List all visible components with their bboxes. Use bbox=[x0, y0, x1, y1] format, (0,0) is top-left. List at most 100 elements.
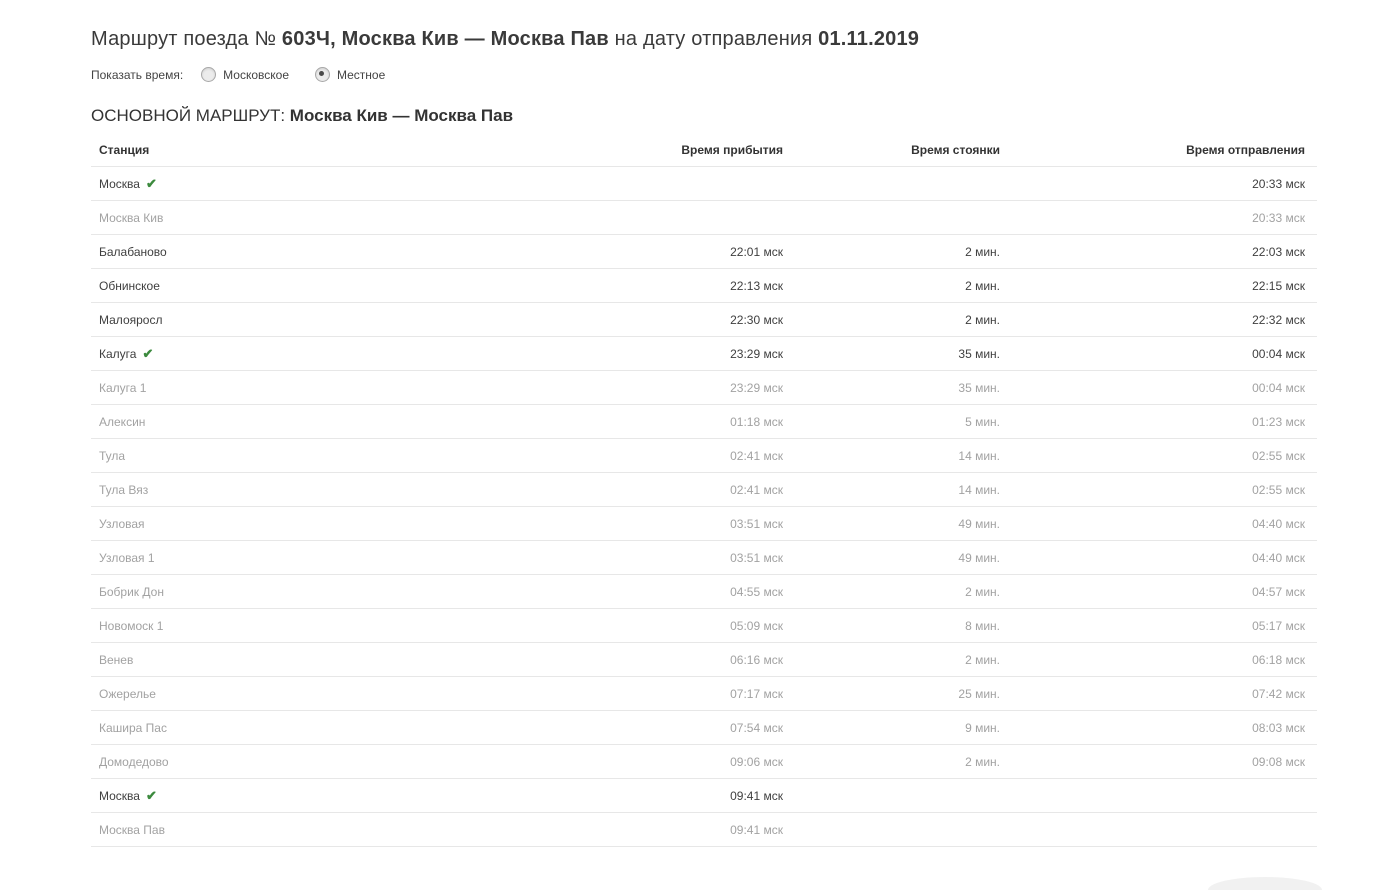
stop-duration: 5 мин. bbox=[783, 404, 1000, 439]
departure-time: 04:57 мск bbox=[1000, 574, 1317, 609]
table-row: Калуга 1 23:29 мск 35 мин. 00:04 мск bbox=[91, 370, 1317, 405]
stop-duration bbox=[783, 166, 1000, 201]
arrival-time: 03:51 мск bbox=[545, 540, 783, 575]
table-row: Тула Вяз 02:41 мск 14 мин. 02:55 мск bbox=[91, 472, 1317, 507]
departure-time: 09:08 мск bbox=[1000, 744, 1317, 779]
stop-duration: 2 мин. bbox=[783, 268, 1000, 303]
table-row: Алексин 01:18 мск 5 мин. 01:23 мск bbox=[91, 404, 1317, 439]
arrival-time: 23:29 мск bbox=[545, 370, 783, 405]
station-name: Кашира Пас bbox=[99, 720, 167, 735]
departure-time bbox=[1000, 778, 1317, 813]
arrival-time bbox=[545, 200, 783, 235]
table-row: Узловая 1 03:51 мск 49 мин. 04:40 мск bbox=[91, 540, 1317, 575]
stop-duration bbox=[783, 778, 1000, 813]
station-name: Домодедово bbox=[99, 754, 169, 769]
station-name: Москва Кив bbox=[99, 210, 164, 225]
section-heading-prefix: ОСНОВНОЙ МАРШРУТ: bbox=[91, 106, 290, 125]
table-row: Калуга ✔ 23:29 мск 35 мин. 00:04 мск bbox=[91, 336, 1317, 371]
stop-duration: 2 мин. bbox=[783, 574, 1000, 609]
arrival-time: 09:41 мск bbox=[545, 778, 783, 813]
arrival-time: 09:41 мск bbox=[545, 812, 783, 847]
arrival-time: 02:41 мск bbox=[545, 472, 783, 507]
arrival-time: 22:01 мск bbox=[545, 234, 783, 269]
departure-time: 22:15 мск bbox=[1000, 268, 1317, 303]
departure-time: 02:55 мск bbox=[1000, 438, 1317, 473]
header-station: Станция bbox=[91, 136, 545, 167]
table-row: Узловая 03:51 мск 49 мин. 04:40 мск bbox=[91, 506, 1317, 541]
radio-unchecked-icon[interactable] bbox=[201, 67, 217, 82]
station-name: Москва bbox=[99, 176, 140, 191]
table-row: Москва Кив 20:33 мск bbox=[91, 200, 1317, 235]
departure-time: 22:32 мск bbox=[1000, 302, 1317, 337]
arrival-time: 22:30 мск bbox=[545, 302, 783, 337]
table-row: Москва ✔ 09:41 мск bbox=[91, 778, 1317, 813]
table-row: Балабаново 22:01 мск 2 мин. 22:03 мск bbox=[91, 234, 1317, 269]
stop-duration: 2 мин. bbox=[783, 302, 1000, 337]
station-name: Новомоск 1 bbox=[99, 618, 164, 633]
route-table-body: Москва ✔ 20:33 мск Москва Кив 20:33 мск Б… bbox=[91, 166, 1317, 847]
content-area: Маршрут поезда № 603Ч, Москва Кив — Моск… bbox=[91, 28, 1317, 847]
header-stop: Время стоянки bbox=[783, 136, 1000, 167]
title-date: 01.11.2019 bbox=[818, 28, 920, 50]
departure-time: 04:40 мск bbox=[1000, 540, 1317, 575]
arrival-time: 03:51 мск bbox=[545, 506, 783, 541]
departure-time: 20:33 мск bbox=[1000, 200, 1317, 235]
stop-duration: 8 мин. bbox=[783, 608, 1000, 643]
departure-time: 01:23 мск bbox=[1000, 404, 1317, 439]
arrival-time: 04:55 мск bbox=[545, 574, 783, 609]
route-table: Станция Время прибытия Время стоянки Вре… bbox=[91, 136, 1317, 847]
table-row: Бобрик Дон 04:55 мск 2 мин. 04:57 мск bbox=[91, 574, 1317, 609]
section-heading: ОСНОВНОЙ МАРШРУТ: Москва Кив — Москва Па… bbox=[91, 106, 1317, 126]
table-row: Венев 06:16 мск 2 мин. 06:18 мск bbox=[91, 642, 1317, 677]
table-row: Новомоск 1 05:09 мск 8 мин. 05:17 мск bbox=[91, 608, 1317, 643]
title-middle: на дату отправления bbox=[608, 28, 819, 50]
table-row: Ожерелье 07:17 мск 25 мин. 07:42 мск bbox=[91, 676, 1317, 711]
station-name: Балабаново bbox=[99, 244, 167, 259]
station-name: Венев bbox=[99, 652, 134, 667]
station-name: Малояросл bbox=[99, 312, 163, 327]
stop-duration: 14 мин. bbox=[783, 472, 1000, 507]
arrival-time: 07:54 мск bbox=[545, 710, 783, 745]
departure-time bbox=[1000, 812, 1317, 847]
table-row: Тула 02:41 мск 14 мин. 02:55 мск bbox=[91, 438, 1317, 473]
departure-time: 07:42 мск bbox=[1000, 676, 1317, 711]
stop-duration: 49 мин. bbox=[783, 540, 1000, 575]
section-heading-route: Москва Кив — Москва Пав bbox=[289, 106, 514, 125]
radio-option-local-time[interactable]: Местное bbox=[315, 67, 385, 82]
stop-duration: 2 мин. bbox=[783, 234, 1000, 269]
station-name: Калуга 1 bbox=[99, 380, 147, 395]
departure-time: 06:18 мск bbox=[1000, 642, 1317, 677]
bottom-right-widget-partial[interactable] bbox=[1208, 877, 1322, 890]
stop-duration: 49 мин. bbox=[783, 506, 1000, 541]
stop-check-icon: ✔ bbox=[145, 787, 157, 803]
departure-time: 05:17 мск bbox=[1000, 608, 1317, 643]
stop-duration: 14 мин. bbox=[783, 438, 1000, 473]
departure-time: 00:04 мск bbox=[1000, 336, 1317, 371]
stop-duration: 35 мин. bbox=[783, 336, 1000, 371]
station-name: Ожерелье bbox=[99, 686, 156, 701]
time-toggle-label: Показать время: bbox=[91, 67, 184, 82]
arrival-time bbox=[545, 166, 783, 201]
title-prefix: Маршрут поезда № bbox=[91, 28, 282, 50]
radio-option-moscow-time[interactable]: Московское bbox=[201, 67, 289, 82]
table-row: Домодедово 09:06 мск 2 мин. 09:08 мск bbox=[91, 744, 1317, 779]
station-name: Узловая bbox=[99, 516, 145, 531]
arrival-time: 23:29 мск bbox=[545, 336, 783, 371]
stop-duration bbox=[783, 812, 1000, 847]
station-name: Бобрик Дон bbox=[99, 584, 164, 599]
table-row: Москва Пав 09:41 мск bbox=[91, 812, 1317, 847]
radio-checked-icon[interactable] bbox=[315, 67, 330, 82]
radio-local-label: Местное bbox=[337, 67, 386, 82]
table-row: Кашира Пас 07:54 мск 9 мин. 08:03 мск bbox=[91, 710, 1317, 745]
header-departure: Время отправления bbox=[1000, 136, 1317, 167]
stop-duration: 9 мин. bbox=[783, 710, 1000, 745]
table-row: Малояросл 22:30 мск 2 мин. 22:32 мск bbox=[91, 302, 1317, 337]
station-name: Тула bbox=[99, 448, 126, 463]
table-row: Обнинское 22:13 мск 2 мин. 22:15 мск bbox=[91, 268, 1317, 303]
table-header-row: Станция Время прибытия Время стоянки Вре… bbox=[91, 136, 1317, 167]
arrival-time: 02:41 мск bbox=[545, 438, 783, 473]
stop-duration: 35 мин. bbox=[783, 370, 1000, 405]
arrival-time: 01:18 мск bbox=[545, 404, 783, 439]
station-name: Обнинское bbox=[99, 278, 160, 293]
